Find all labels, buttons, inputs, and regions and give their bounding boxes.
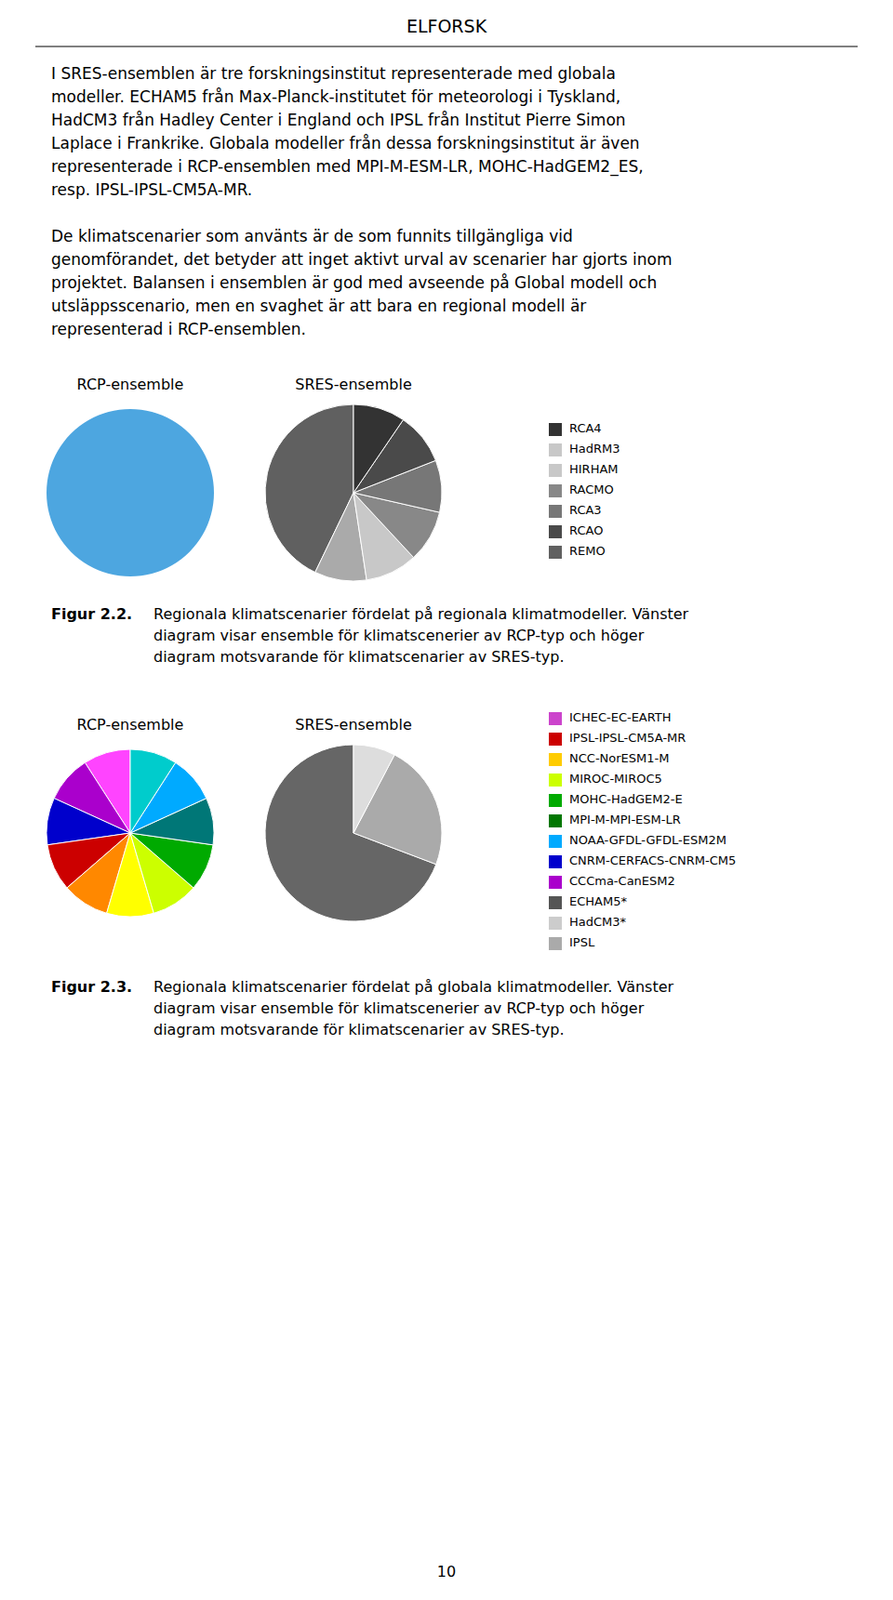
svg-text:I SRES-ensemblen är tre forskn: I SRES-ensemblen är tre forskningsinstit…	[51, 64, 616, 83]
svg-text:modeller. ECHAM5 från Max-Plan: modeller. ECHAM5 från Max-Planck-institu…	[51, 87, 621, 107]
svg-text:RCA3: RCA3	[569, 503, 602, 518]
svg-text:MPI-M-MPI-ESM-LR: MPI-M-MPI-ESM-LR	[569, 813, 681, 827]
svg-text:RCP-ensemble: RCP-ensemble	[77, 716, 185, 734]
svg-text:10: 10	[437, 1563, 456, 1582]
svg-text:diagram motsvarande för klimat: diagram motsvarande för klimatscenarier …	[153, 1021, 565, 1040]
svg-text:RACMO: RACMO	[569, 482, 614, 497]
svg-text:utsläppsscenario, men en svagh: utsläppsscenario, men en svaghet är att …	[51, 296, 587, 316]
svg-text:HIRHAM: HIRHAM	[569, 462, 619, 477]
svg-text:diagram visar ensemble för kli: diagram visar ensemble för klimatsceneri…	[153, 626, 645, 645]
svg-text:ECHAM5*: ECHAM5*	[569, 894, 627, 909]
svg-text:Figur 2.2.: Figur 2.2.	[51, 605, 133, 624]
svg-text:ELFORSK: ELFORSK	[406, 15, 488, 37]
svg-text:SRES-ensemble: SRES-ensemble	[294, 375, 413, 394]
svg-text:Laplace i Frankrike. Globala m: Laplace i Frankrike. Globala modeller fr…	[51, 133, 640, 153]
svg-text:IPSL: IPSL	[569, 935, 596, 950]
svg-text:IPSL-IPSL-CM5A-MR: IPSL-IPSL-CM5A-MR	[569, 731, 686, 746]
svg-text:resp. IPSL-IPSL-CM5A-MR.: resp. IPSL-IPSL-CM5A-MR.	[51, 180, 253, 200]
svg-text:CCCma-CanESM2: CCCma-CanESM2	[569, 874, 676, 889]
svg-text:RCP-ensemble: RCP-ensemble	[77, 375, 185, 394]
svg-text:SRES-ensemble: SRES-ensemble	[294, 716, 413, 734]
svg-text:genomförandet, det betyder att: genomförandet, det betyder att inget akt…	[51, 250, 673, 269]
svg-text:De klimatscenarier som använts: De klimatscenarier som använts är de som…	[51, 226, 574, 246]
svg-text:diagram motsvarande för klimat: diagram motsvarande för klimatscenarier …	[153, 648, 565, 667]
svg-text:NOAA-GFDL-GFDL-ESM2M: NOAA-GFDL-GFDL-ESM2M	[569, 833, 727, 848]
svg-text:Regionala klimatscenarier förd: Regionala klimatscenarier fördelat på re…	[153, 605, 690, 624]
svg-text:NCC-NorESM1-M: NCC-NorESM1-M	[569, 751, 669, 766]
svg-text:HadCM3 från Hadley Center i En: HadCM3 från Hadley Center i England och …	[51, 110, 627, 130]
svg-text:REMO: REMO	[569, 544, 606, 559]
svg-text:HadCM3*: HadCM3*	[569, 915, 627, 930]
svg-text:representerade i RCP-ensemblen: representerade i RCP-ensemblen med MPI-M…	[51, 157, 644, 177]
svg-text:RCAO: RCAO	[569, 523, 603, 538]
svg-text:CNRM-CERFACS-CNRM-CM5: CNRM-CERFACS-CNRM-CM5	[569, 853, 736, 868]
svg-text:Regionala klimatscenarier förd: Regionala klimatscenarier fördelat på gl…	[153, 978, 675, 997]
svg-text:Figur 2.3.: Figur 2.3.	[51, 978, 133, 997]
svg-text:projektet. Balansen i ensemble: projektet. Balansen i ensemblen är god m…	[51, 273, 657, 293]
svg-text:diagram visar ensemble för kli: diagram visar ensemble för klimatsceneri…	[153, 999, 645, 1018]
svg-text:MIROC-MIROC5: MIROC-MIROC5	[569, 772, 663, 787]
svg-text:RCA4: RCA4	[569, 421, 602, 436]
svg-text:HadRM3: HadRM3	[569, 441, 621, 456]
svg-text:representerad i RCP-ensemblen.: representerad i RCP-ensemblen.	[51, 319, 307, 339]
svg-text:MOHC-HadGEM2-E: MOHC-HadGEM2-E	[569, 792, 683, 807]
svg-text:ICHEC-EC-EARTH: ICHEC-EC-EARTH	[569, 710, 672, 725]
